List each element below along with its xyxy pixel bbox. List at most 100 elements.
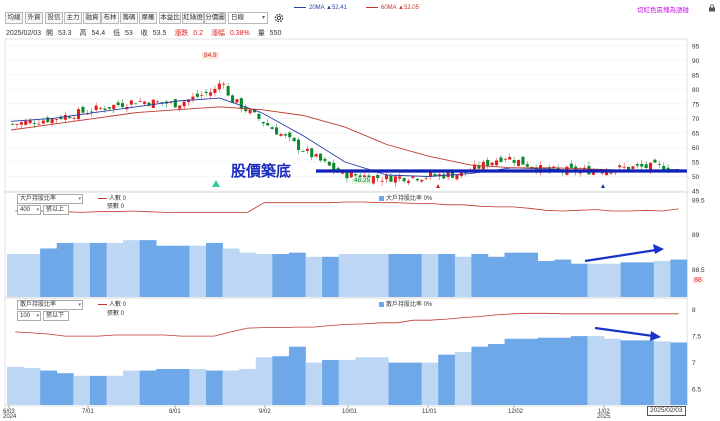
tab-foreign[interactable]: 外資 — [25, 12, 43, 24]
change-label: 漲跌 — [174, 30, 189, 37]
candle-body — [402, 178, 406, 182]
major-trend-arrow — [584, 248, 657, 263]
retail-threshold-select[interactable]: 100 ▾ — [17, 311, 41, 321]
retail-indicator-select[interactable]: 散戶持股比率 ▾ — [17, 300, 83, 310]
tab-pe[interactable]: 本益比 — [159, 12, 181, 24]
ratio-bar — [7, 366, 24, 405]
ratio-bar — [454, 352, 472, 405]
candle-body — [187, 99, 191, 103]
candle-body — [305, 148, 309, 151]
retail-tick-label: 6.5 — [692, 387, 701, 394]
high-price-label: 84.9 — [202, 52, 219, 59]
x-tick-label: 7/01 — [82, 409, 94, 415]
tab-price-dist[interactable]: 分價圖 — [204, 12, 226, 24]
x-tick-label: 12/02 — [508, 409, 524, 415]
ratio-bar — [189, 245, 207, 297]
person-swatch — [98, 197, 107, 199]
major-indicator-select[interactable]: 大戶持股比率 ▾ — [17, 194, 83, 204]
ratio-bar — [620, 262, 638, 297]
tab-chips[interactable]: 籌碼 — [120, 12, 138, 24]
candle-body — [191, 96, 195, 100]
candle-body — [33, 123, 37, 124]
ratio-bar — [255, 357, 273, 405]
candle-body — [429, 172, 433, 177]
major-scope-select[interactable]: 張以上 — [43, 205, 69, 215]
chevron-down-icon: ▾ — [78, 302, 81, 308]
tab-bollinger[interactable]: 布林 — [101, 12, 119, 24]
retail-scope-select[interactable]: 張以下 — [43, 311, 69, 321]
ma20-legend: 20MA ▲52.41 — [294, 5, 347, 11]
tab-major[interactable]: 主力 — [64, 12, 82, 24]
tab-trust[interactable]: 投信 — [45, 12, 63, 24]
persons-line — [15, 201, 679, 213]
retail-threshold-value: 100 — [20, 313, 31, 319]
candle-body — [112, 104, 116, 109]
candle-body — [622, 166, 626, 168]
ratio-bar — [537, 260, 555, 297]
candle-body — [213, 88, 217, 94]
candle-body — [591, 170, 595, 175]
candle-body — [525, 164, 529, 167]
ratio-bar — [570, 263, 588, 297]
ratio-bar — [123, 370, 140, 405]
candle-body — [358, 175, 362, 178]
ratio-bar — [587, 336, 605, 405]
tab-margin[interactable]: 融資 — [83, 12, 101, 24]
tab-moro[interactable]: 摩羅 — [139, 12, 157, 24]
lock-icon[interactable] — [708, 4, 716, 12]
candle-body — [151, 99, 155, 109]
retail-tick-label: 8 — [692, 307, 696, 314]
candle-body — [314, 154, 318, 157]
retail-trend-arrow — [594, 326, 654, 338]
info-link[interactable]: 切紅色區塊為漲碰 — [637, 7, 689, 14]
candle-body — [503, 158, 507, 160]
gear-icon[interactable] — [273, 12, 285, 24]
ratio-bar — [421, 254, 439, 297]
chevron-down-icon: ▾ — [261, 15, 265, 21]
retail-ratio-text: 散戶持股比率 0% — [386, 302, 433, 308]
ratio-bar — [56, 373, 74, 405]
price-tick-label: 50 — [692, 174, 700, 181]
major-threshold-select[interactable]: 400 ▾ — [17, 205, 41, 215]
x-tick-label: 11/01 — [422, 409, 437, 415]
candle-body — [407, 180, 411, 183]
candle-body — [477, 165, 481, 169]
ratio-bar — [73, 375, 91, 405]
high-value: 54.4 — [91, 30, 106, 37]
ratio-bar — [305, 256, 323, 297]
candle-body — [640, 163, 644, 167]
ratio-bar — [454, 256, 472, 297]
ratio-swatch — [379, 195, 384, 201]
candle-body — [55, 119, 59, 120]
pct-value: 0.38% — [229, 30, 250, 37]
retail-select-value: 散戶持股比率 — [20, 302, 57, 308]
candle-body — [398, 176, 402, 179]
candle-body — [618, 165, 622, 168]
ratio-bar — [156, 245, 174, 297]
ratio-bar — [172, 368, 190, 405]
price-tick-label: 65 — [692, 130, 700, 137]
tab-ma[interactable]: 均線 — [5, 12, 23, 24]
candle-body — [59, 116, 63, 120]
major-tick-label: 88.5 — [692, 267, 705, 274]
candle-body — [46, 117, 50, 123]
major-threshold-value: 400 — [20, 207, 31, 213]
candle-body — [257, 113, 261, 119]
period-select[interactable]: 日線 ▾ — [228, 12, 268, 24]
ratio-bar — [554, 259, 572, 297]
price-tick-label: 55 — [692, 159, 700, 166]
candle-body — [253, 109, 257, 113]
candle-body — [495, 160, 499, 166]
candle-body — [319, 153, 323, 161]
buy-marker — [212, 180, 220, 187]
toolbar: 均線 外資 投信 主力 融資 布林 籌碼 摩羅 本益比 紅綠燈 分價圖 日線 ▾ — [0, 12, 290, 24]
tab-traffic[interactable]: 紅綠燈 — [182, 12, 204, 24]
ratio-bar — [355, 254, 373, 297]
ratio-bar — [338, 254, 356, 297]
candle-body — [327, 161, 331, 166]
retail-shares-legend: 張數 0 — [107, 311, 125, 317]
period-value: 日線 — [231, 14, 244, 21]
candle-body — [644, 164, 648, 168]
candle-body — [37, 123, 41, 125]
